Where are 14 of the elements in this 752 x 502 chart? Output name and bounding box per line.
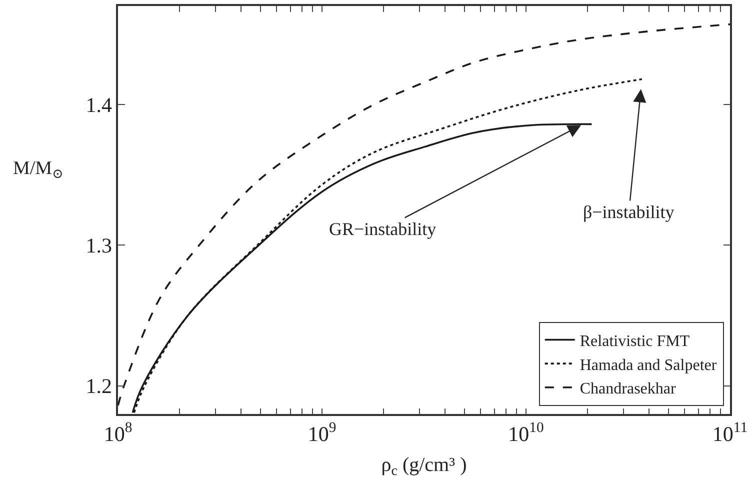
x-axis-title: ρ$_{c}$ (g/cm³ )	[381, 454, 467, 480]
x-tick-label: 10$^{8}$	[104, 420, 132, 446]
y-axis-title: M/M$_{⊙}$	[13, 158, 64, 181]
y-tick-label: 1.2	[86, 374, 112, 398]
legend-label: Relativistic FMT	[580, 332, 690, 350]
y-tick-label: 1.3	[86, 234, 112, 258]
annotation: GR−instability	[329, 219, 436, 239]
annotation: β−instability	[583, 202, 674, 222]
y-tick-label: 1.4	[86, 92, 113, 117]
x-tick-label: 10$^{10}$	[508, 420, 544, 446]
x-tick-label: 10$^{11}$	[712, 420, 748, 446]
x-tick-label: 10$^{9}$	[308, 420, 336, 446]
legend-label: Hamada and Salpeter	[580, 356, 718, 374]
legend-label: Chandrasekhar	[580, 380, 677, 398]
